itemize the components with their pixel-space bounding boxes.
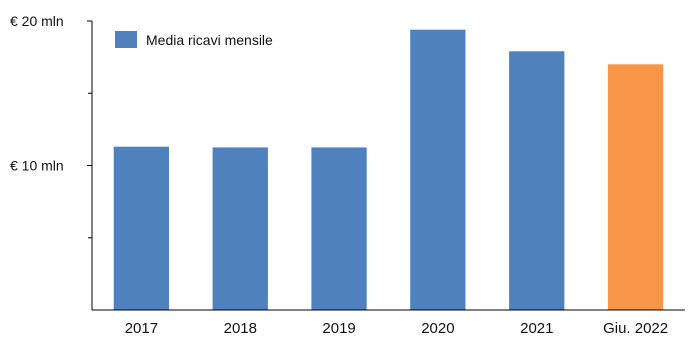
x-tick-label: 2021 bbox=[520, 320, 553, 335]
x-tick-label: 2017 bbox=[125, 320, 158, 335]
bar-2019 bbox=[311, 147, 367, 310]
bars-group bbox=[113, 29, 664, 311]
x-tick-label: 2020 bbox=[421, 320, 454, 335]
legend: Media ricavi mensile bbox=[115, 31, 273, 48]
y-ticks-group: € 10 mln € 20 mln bbox=[10, 13, 92, 239]
y-tick-label: € 20 mln bbox=[10, 13, 64, 29]
y-tick-label: € 10 mln bbox=[10, 158, 64, 174]
bar-2017 bbox=[113, 146, 169, 310]
bar-giu-2022 bbox=[607, 64, 664, 310]
legend-label: Media ricavi mensile bbox=[146, 32, 273, 48]
bar-2018 bbox=[212, 147, 268, 310]
legend-swatch bbox=[115, 31, 137, 48]
x-tick-label: Giu. 2022 bbox=[603, 320, 668, 335]
x-labels-group: 2017 2018 2019 2020 2021 Giu. 2022 bbox=[125, 320, 668, 337]
bar-2020 bbox=[410, 29, 466, 310]
x-tick-label: 2018 bbox=[224, 320, 257, 335]
bar-2021 bbox=[509, 51, 565, 311]
x-tick-label: 2019 bbox=[322, 320, 355, 335]
